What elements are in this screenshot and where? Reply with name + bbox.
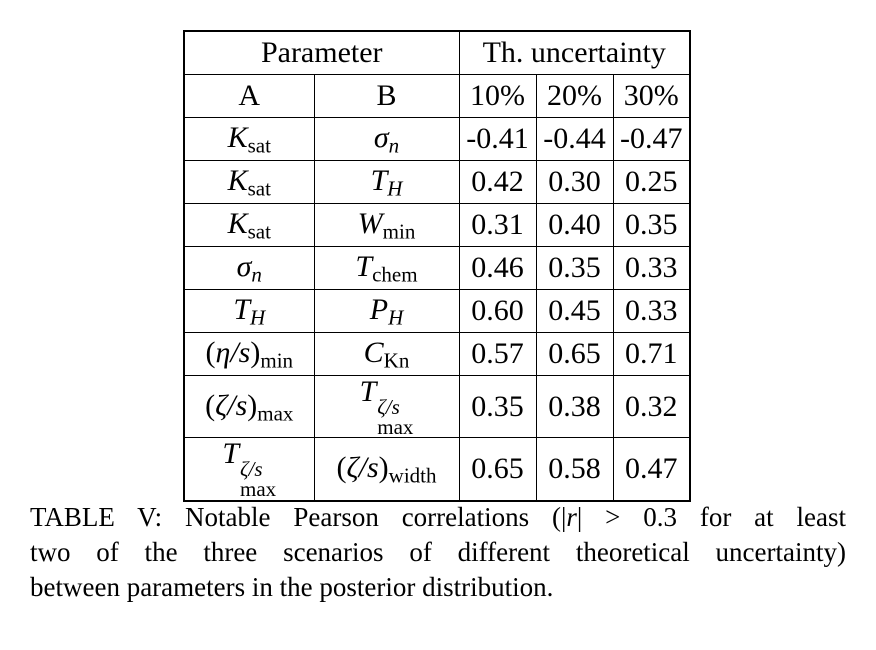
table-row: TH PH 0.60 0.45 0.33	[183, 289, 691, 333]
param-a-cell: Ksat	[183, 203, 315, 247]
value-cell: 0.65	[458, 437, 537, 502]
param-a-cell: Ksat	[183, 160, 315, 204]
table-row: Ksat Wmin 0.31 0.40 0.35	[183, 203, 691, 247]
table-row: Ksat TH 0.42 0.30 0.25	[183, 160, 691, 204]
param-b-cell: TH	[313, 160, 460, 204]
param-a-cell: Ksat	[183, 117, 315, 161]
caption-line-3: between parameters in the posterior dist…	[30, 572, 554, 602]
param-b-cell: Wmin	[313, 203, 460, 247]
value-cell: 0.60	[458, 289, 537, 333]
param-b-cell: (ζ/s)width	[313, 437, 460, 502]
value-cell: 0.35	[612, 203, 691, 247]
header-parameter: Parameter	[183, 30, 460, 75]
param-b-cell: CKn	[313, 332, 460, 376]
value-cell: 0.38	[535, 374, 614, 439]
header-col-a: A	[183, 74, 315, 118]
table-row: Ksat σn -0.41 -0.44 -0.47	[183, 117, 691, 161]
param-a-cell: σn	[183, 246, 315, 290]
value-cell: 0.35	[535, 246, 614, 290]
value-cell: 0.42	[458, 160, 537, 204]
value-cell: 0.31	[458, 203, 537, 247]
value-cell: 0.35	[458, 374, 537, 439]
table-row: (η/s)min CKn 0.57 0.65 0.71	[183, 332, 691, 376]
value-cell: 0.71	[612, 332, 691, 376]
value-cell: -0.44	[535, 117, 614, 161]
correlations-table: Parameter Th. uncertainty A B 10% 20% 30…	[183, 30, 691, 502]
header-th-uncertainty: Th. uncertainty	[458, 30, 691, 75]
header-col-b: B	[313, 74, 460, 118]
value-cell: 0.32	[612, 374, 691, 439]
header-percent-20: 20%	[535, 74, 614, 118]
value-cell: -0.41	[458, 117, 537, 161]
param-b-cell: σn	[313, 117, 460, 161]
header-percent-10: 10%	[458, 74, 537, 118]
value-cell: 0.30	[535, 160, 614, 204]
header-percent-30: 30%	[612, 74, 691, 118]
param-b-cell: Tchem	[313, 246, 460, 290]
table-row: σn Tchem 0.46 0.35 0.33	[183, 246, 691, 290]
caption-line-2: two of the three scenarios of different …	[30, 537, 846, 567]
value-cell: 0.46	[458, 246, 537, 290]
value-cell: 0.58	[535, 437, 614, 502]
value-cell: 0.40	[535, 203, 614, 247]
value-cell: 0.33	[612, 246, 691, 290]
param-a-cell: TH	[183, 289, 315, 333]
table-header-row-columns: A B 10% 20% 30%	[183, 74, 691, 118]
value-cell: 0.33	[612, 289, 691, 333]
value-cell: 0.57	[458, 332, 537, 376]
param-a-cell: (ζ/s)max	[183, 374, 315, 439]
param-a-cell: (η/s)min	[183, 332, 315, 376]
param-b-cell: PH	[313, 289, 460, 333]
table-caption: TABLE V: Notable Pearson correlations (|…	[30, 500, 846, 605]
table-header-row-groups: Parameter Th. uncertainty	[183, 30, 691, 75]
value-cell: 0.47	[612, 437, 691, 502]
value-cell: 0.45	[535, 289, 614, 333]
caption-line-1: TABLE V: Notable Pearson correlations (|…	[30, 502, 846, 532]
value-cell: -0.47	[612, 117, 691, 161]
value-cell: 0.25	[612, 160, 691, 204]
value-cell: 0.65	[535, 332, 614, 376]
